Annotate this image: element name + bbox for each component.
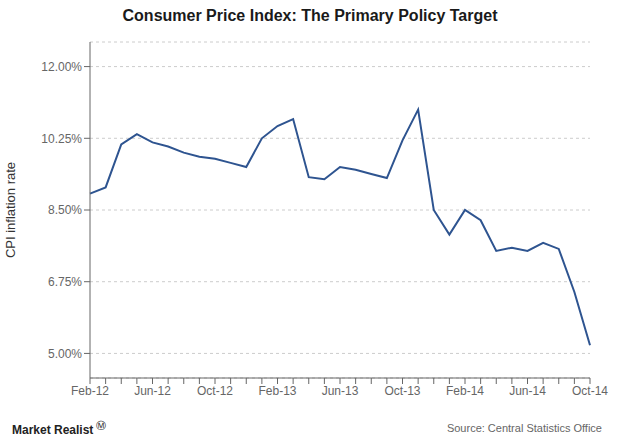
- svg-text:CPI inflation rate: CPI inflation rate: [8, 162, 18, 258]
- svg-text:8.50%: 8.50%: [48, 203, 82, 217]
- html-text:Consumer Price Index: The Prim: Consumer Price Index: The Primary Policy…: [122, 7, 498, 24]
- html-text:Market Realist Ⓜ: Market Realist Ⓜ: [12, 420, 107, 437]
- svg-text:10.25%: 10.25%: [41, 132, 82, 146]
- svg-text:12.00%: 12.00%: [41, 60, 82, 74]
- svg-text:Feb-12: Feb-12: [71, 384, 109, 398]
- html-text:Source: Central Statistics Off: Source: Central Statistics Office: [446, 422, 602, 434]
- svg-text:Jun-13: Jun-13: [322, 384, 359, 398]
- svg-text:Feb-13: Feb-13: [258, 384, 296, 398]
- svg-text:Jun-12: Jun-12: [134, 384, 171, 398]
- svg-text:5.00%: 5.00%: [48, 347, 82, 361]
- svg-text:Oct-14: Oct-14: [572, 384, 608, 398]
- svg-text:6.75%: 6.75%: [48, 275, 82, 289]
- svg-text:Oct-12: Oct-12: [197, 384, 233, 398]
- svg-text:Oct-13: Oct-13: [384, 384, 420, 398]
- svg-text:Feb-14: Feb-14: [446, 384, 484, 398]
- svg-text:Jun-14: Jun-14: [509, 384, 546, 398]
